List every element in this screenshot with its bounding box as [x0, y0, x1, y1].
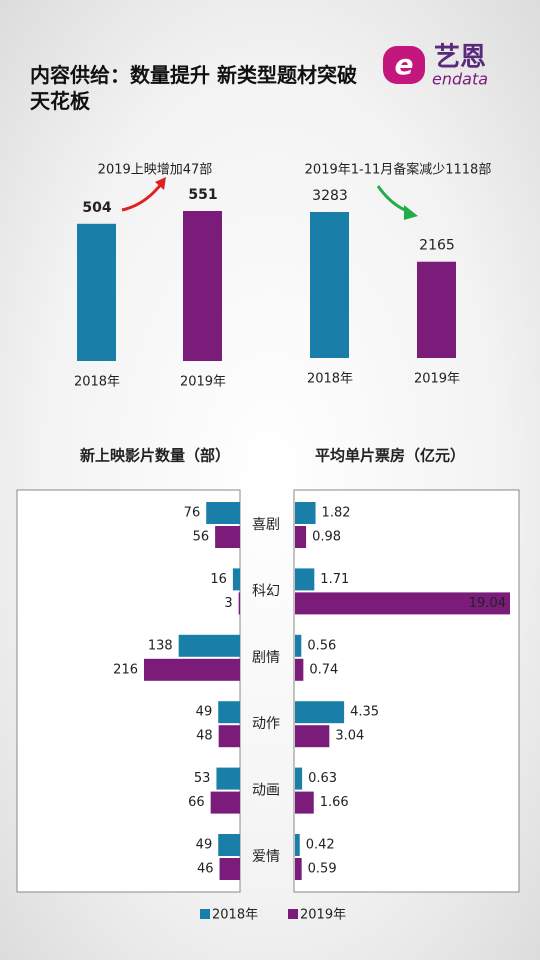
value-label: 19.04	[469, 596, 506, 611]
value-label: 3	[224, 596, 232, 611]
logo-mark	[383, 46, 425, 84]
value-label: 0.98	[312, 530, 341, 545]
bar	[310, 212, 349, 358]
bar	[295, 568, 315, 591]
logo-sub: endata	[432, 70, 488, 89]
bar	[295, 502, 316, 524]
bar	[218, 701, 240, 724]
value-label: 3.04	[335, 729, 364, 744]
x-tick-label: 2018年	[74, 375, 120, 390]
arrow-up	[121, 182, 164, 212]
x-tick-label: 2019年	[180, 375, 226, 390]
bar	[295, 858, 302, 880]
bar	[218, 834, 240, 856]
value-label: 76	[184, 506, 201, 521]
bar	[295, 834, 300, 856]
category-label: 剧情	[252, 650, 280, 666]
legend-swatch	[288, 909, 298, 919]
legend-label: 2019年	[300, 908, 346, 923]
logo-glyph: e	[395, 48, 414, 81]
value-label: 0.63	[308, 771, 337, 786]
value-label: 0.74	[309, 662, 338, 677]
bar	[178, 634, 240, 657]
value-label: 0.42	[306, 838, 335, 853]
value-label: 551	[188, 187, 217, 203]
section-title: 平均单片票房（亿元）	[315, 447, 465, 465]
category-label: 爱情	[252, 849, 280, 865]
value-label: 138	[148, 638, 173, 653]
panel	[293, 489, 520, 893]
arrow-head	[155, 177, 166, 190]
value-label: 49	[196, 705, 213, 720]
bar	[295, 526, 307, 548]
bar	[417, 261, 456, 358]
value-label: 1.66	[320, 795, 349, 810]
bar	[206, 502, 240, 524]
section-title: 新上映影片数量（部）	[80, 447, 230, 465]
bar	[183, 211, 222, 361]
arrow-head	[404, 205, 418, 220]
value-label: 56	[193, 530, 210, 545]
value-label: 0.56	[307, 638, 336, 653]
value-label: 4.35	[350, 705, 379, 720]
value-label: 0.59	[308, 862, 337, 877]
category-label: 科幻	[252, 583, 280, 599]
category-label: 动画	[252, 783, 280, 799]
bar	[144, 658, 240, 681]
bar	[215, 526, 240, 548]
bar	[219, 858, 240, 880]
category-label: 动作	[252, 716, 280, 732]
value-label: 1.71	[320, 572, 349, 587]
value-label: 2165	[419, 238, 455, 254]
x-tick-label: 2018年	[307, 372, 353, 387]
bar	[295, 658, 304, 681]
bar	[232, 568, 240, 591]
bar	[295, 791, 314, 814]
value-label: 48	[196, 729, 213, 744]
bar	[295, 634, 302, 657]
bar	[238, 592, 240, 615]
value-label: 1.82	[322, 506, 351, 521]
value-label: 3283	[312, 188, 348, 204]
value-label: 46	[197, 862, 214, 877]
value-label: 504	[82, 200, 111, 216]
legend-swatch	[200, 909, 210, 919]
bar	[216, 767, 240, 790]
logo-name: 艺恩	[434, 43, 486, 73]
panel	[16, 489, 241, 893]
value-label: 49	[196, 838, 213, 853]
legend-label: 2018年	[212, 908, 258, 923]
category-label: 喜剧	[252, 517, 280, 533]
bar	[295, 725, 330, 748]
annotation: 2019上映增加47部	[98, 163, 213, 178]
bar	[77, 223, 116, 361]
page-title: 内容供给：数量提升 新类型题材突破天花板	[30, 63, 357, 113]
value-label: 53	[194, 771, 211, 786]
value-label: 66	[188, 795, 205, 810]
x-tick-label: 2019年	[414, 372, 460, 387]
bar	[295, 767, 303, 790]
bar	[218, 725, 240, 748]
bar	[295, 592, 510, 615]
bar	[295, 701, 345, 724]
bar	[210, 791, 240, 814]
annotation: 2019年1-11月备案减少1118部	[305, 162, 492, 178]
value-label: 216	[113, 662, 138, 677]
value-label: 16	[210, 572, 227, 587]
